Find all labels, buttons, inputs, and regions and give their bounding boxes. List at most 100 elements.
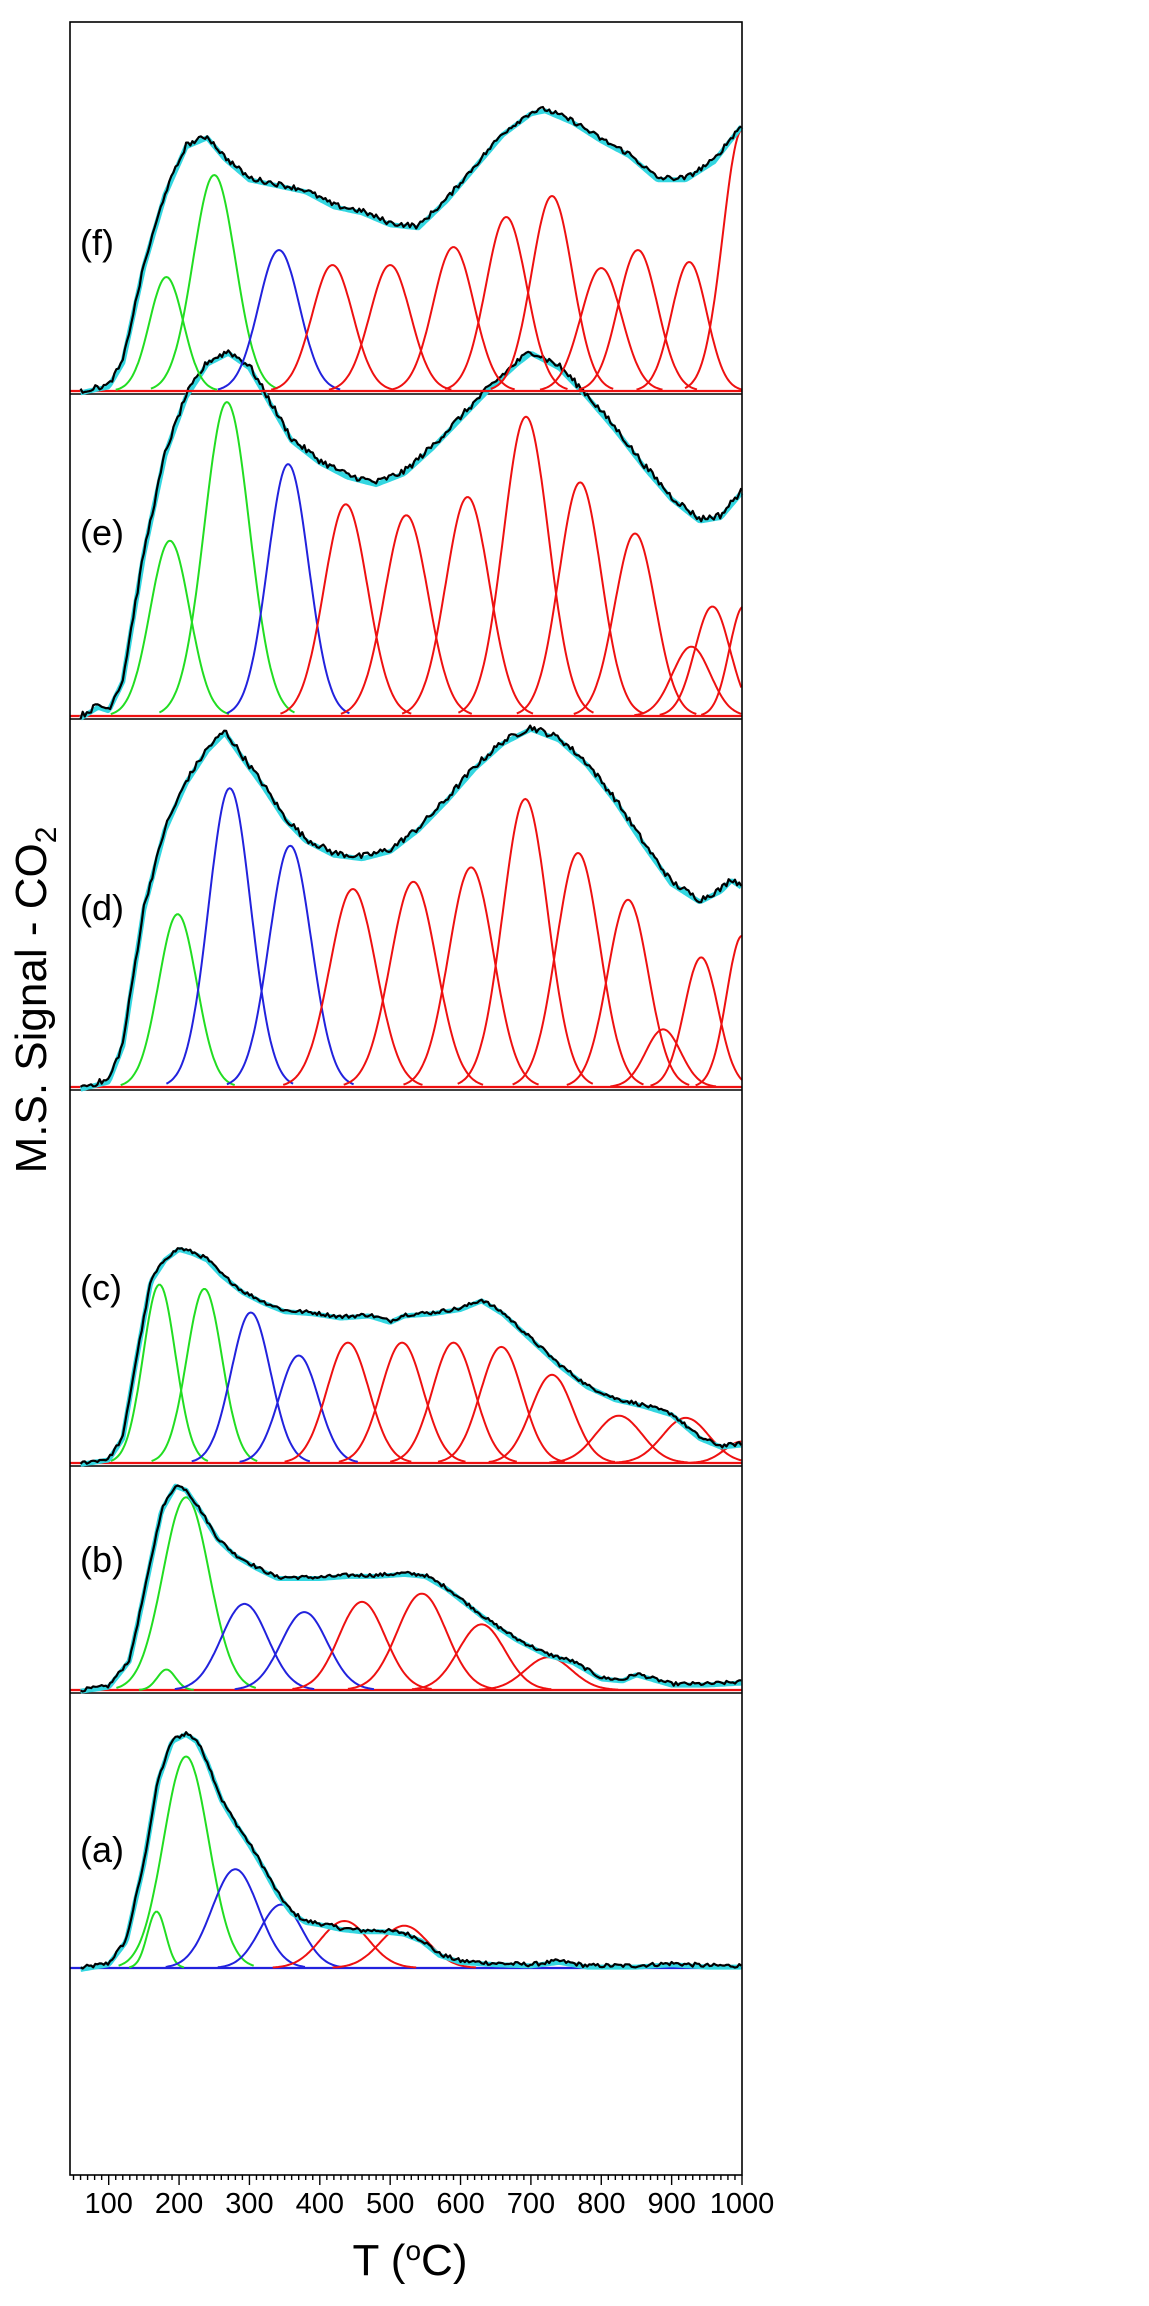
panel-a: (a) [70, 1692, 742, 1972]
peak-red-12 [700, 606, 743, 716]
panels-layer: (a) (b) (c) (d) (e) (f) [70, 105, 744, 1972]
panel-label-a: (a) [80, 1829, 124, 1870]
peak-red-7 [457, 797, 594, 1085]
peak-red-9 [539, 267, 663, 391]
peak-red-10 [549, 1414, 689, 1464]
experimental-trace [79, 350, 744, 721]
peak-red-11 [659, 605, 743, 716]
y-axis-title: M.S. Signal - CO2 [7, 827, 63, 1174]
x-axis-title-unit: C) [421, 2236, 467, 2285]
panel-label-b: (b) [80, 1539, 124, 1580]
peak-blue-4 [239, 1354, 359, 1463]
x-tick-label-800: 800 [577, 2188, 625, 2220]
peak-blue-3 [165, 1868, 306, 1968]
x-tick-label-500: 500 [366, 2188, 414, 2220]
experimental-trace [80, 1483, 742, 1694]
peak-red-6 [338, 1341, 466, 1463]
peak-blue-3 [226, 463, 350, 715]
peak-blue-3 [226, 844, 354, 1086]
peak-red-8 [490, 195, 614, 390]
x-tick-label-600: 600 [436, 2188, 484, 2220]
x-axis-title-degree: o [405, 2235, 421, 2266]
x-tick-label-100: 100 [85, 2188, 133, 2220]
x-axis-title-main: T ( [353, 2236, 406, 2285]
peak-red-5 [272, 1919, 417, 1969]
peak-red-7 [444, 216, 568, 391]
peak-blue-3 [217, 249, 341, 391]
peak-red-4 [271, 264, 394, 391]
peak-red-4 [280, 503, 412, 715]
x-tick-label-300: 300 [225, 2188, 273, 2220]
peak-red-11 [636, 261, 743, 391]
x-axis-title: T (oC) [353, 2235, 468, 2285]
envelope-trace [80, 1731, 742, 1970]
y-axis-title-main: M.S. Signal - CO [7, 843, 56, 1173]
peak-green-2 [151, 1288, 258, 1463]
svg-text:T (oC): T (oC) [353, 2235, 468, 2285]
peak-red-11 [650, 956, 743, 1087]
peak-red-6 [347, 1592, 496, 1690]
peak-red-7 [389, 1341, 518, 1463]
experimental-trace [80, 1731, 742, 1972]
peak-red-8 [516, 481, 644, 715]
peak-green-1 [115, 275, 218, 391]
peak-red-5 [343, 880, 484, 1086]
peak-blue-3 [191, 1311, 311, 1463]
peak-red-6 [392, 246, 515, 391]
peak-red-5 [340, 514, 473, 715]
panel-d: (d) [70, 718, 743, 1092]
peak-blue-3 [174, 1602, 315, 1690]
experimental-trace [80, 1247, 742, 1467]
peak-red-5 [292, 1600, 432, 1690]
peak-red-10 [610, 1028, 717, 1088]
peak-green-2 [118, 1755, 255, 1967]
panel-label-d: (d) [80, 887, 124, 928]
peak-red-6 [401, 496, 534, 715]
panel-c: (c) [70, 1089, 743, 1467]
plot-frame [69, 21, 743, 2176]
peak-green-2 [158, 401, 295, 714]
peak-red-8 [512, 852, 644, 1086]
peak-red-10 [634, 645, 742, 717]
x-tick-label-1000: 1000 [710, 2188, 775, 2220]
peak-red-6 [332, 1924, 477, 1969]
envelope-trace [79, 349, 743, 720]
y-axis-title-subscript: 2 [30, 827, 63, 844]
panel-label-f: (f) [80, 222, 114, 263]
panel-label-e: (e) [80, 512, 124, 553]
peak-red-4 [282, 888, 423, 1086]
peak-red-10 [578, 248, 698, 391]
envelope-trace [80, 724, 743, 1088]
envelope-trace [80, 1484, 742, 1693]
peak-red-5 [284, 1341, 412, 1463]
peak-red-6 [403, 866, 539, 1086]
peak-red-8 [437, 1345, 565, 1463]
peak-red-12 [684, 129, 743, 389]
peak-blue-2 [165, 787, 294, 1085]
peak-green-1 [120, 913, 236, 1087]
x-tick-label-200: 200 [155, 2188, 203, 2220]
svg-text:M.S. Signal - CO2: M.S. Signal - CO2 [7, 827, 63, 1174]
peak-green-2 [150, 173, 278, 390]
panel-e: (e) [70, 349, 744, 721]
peak-green-1 [128, 1910, 185, 1969]
panel-b: (b) [70, 1465, 742, 1694]
peak-blue-4 [217, 1903, 345, 1969]
peak-red-8 [478, 1656, 619, 1691]
peak-red-7 [457, 415, 594, 714]
peak-green-2 [116, 1496, 257, 1689]
panel-label-c: (c) [80, 1267, 122, 1308]
peak-red-5 [328, 264, 452, 391]
peak-blue-4 [234, 1611, 375, 1691]
envelope-trace [79, 105, 742, 394]
x-axis-ticks: 100 200 300 400 500 600 700 800 900 1000 [72, 2175, 775, 2220]
peak-red-7 [411, 1623, 552, 1691]
peak-red-9 [566, 898, 690, 1086]
peak-green-1 [110, 539, 230, 716]
x-tick-label-700: 700 [507, 2188, 555, 2220]
x-tick-label-400: 400 [296, 2188, 344, 2220]
peak-red-12 [695, 934, 743, 1087]
envelope-trace [79, 1247, 743, 1465]
peak-green-1 [110, 1283, 209, 1462]
